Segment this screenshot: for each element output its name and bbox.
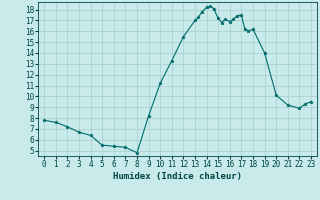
X-axis label: Humidex (Indice chaleur): Humidex (Indice chaleur) xyxy=(113,172,242,181)
